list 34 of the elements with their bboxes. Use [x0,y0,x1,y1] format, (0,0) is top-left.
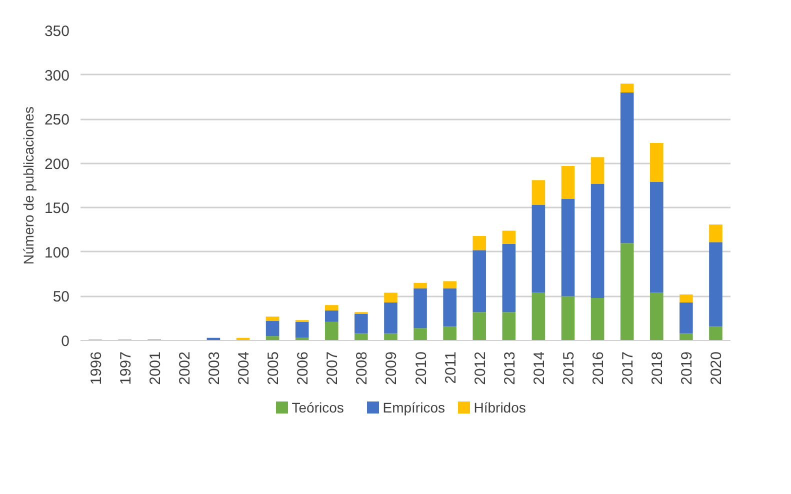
x-tick-label: 2004 [236,351,252,385]
x-tick-label: 2002 [176,351,194,385]
y-tick-label: 350 [44,23,70,40]
y-tick-label: 300 [44,67,70,84]
x-tick-label: 2005 [265,351,282,385]
legend-label: Híbridos [474,400,526,416]
x-tick-label: 2017 [620,351,637,385]
y-tick-label: 250 [44,112,70,129]
y-tick-label: 100 [44,244,70,262]
x-tick-label: 2015 [560,351,578,385]
y-tick-label: 200 [44,156,70,173]
x-tick-label: 2010 [412,351,430,385]
x-tick-label: 2018 [649,351,666,385]
x-tick-label: 2006 [294,351,312,385]
x-tick-label: 1997 [117,351,134,385]
x-tick-label: 2008 [354,351,371,385]
x-tick-label: 2013 [501,351,518,385]
x-tick-label: 1996 [88,351,105,385]
x-tick-label: 2001 [146,351,164,385]
y-axis-title: Número de publicaciones [20,106,36,264]
x-tick-label: 2003 [206,351,223,385]
x-tick-label: 2012 [472,351,489,385]
legend-label: Teóricos [292,400,344,416]
x-tick-label: 2007 [324,351,342,385]
x-tick-label: 2020 [708,351,726,385]
y-tick-label: 50 [52,288,70,306]
legend-label: Empíricos [382,400,445,416]
y-tick-label: 0 [61,333,70,350]
x-tick-label: 2014 [530,351,548,385]
x-tick-label: 2016 [590,351,608,385]
x-tick-label: 2011 [442,351,460,384]
x-tick-label: 2009 [383,351,400,385]
x-tick-label: 2019 [678,351,696,385]
y-tick-label: 150 [44,200,70,218]
